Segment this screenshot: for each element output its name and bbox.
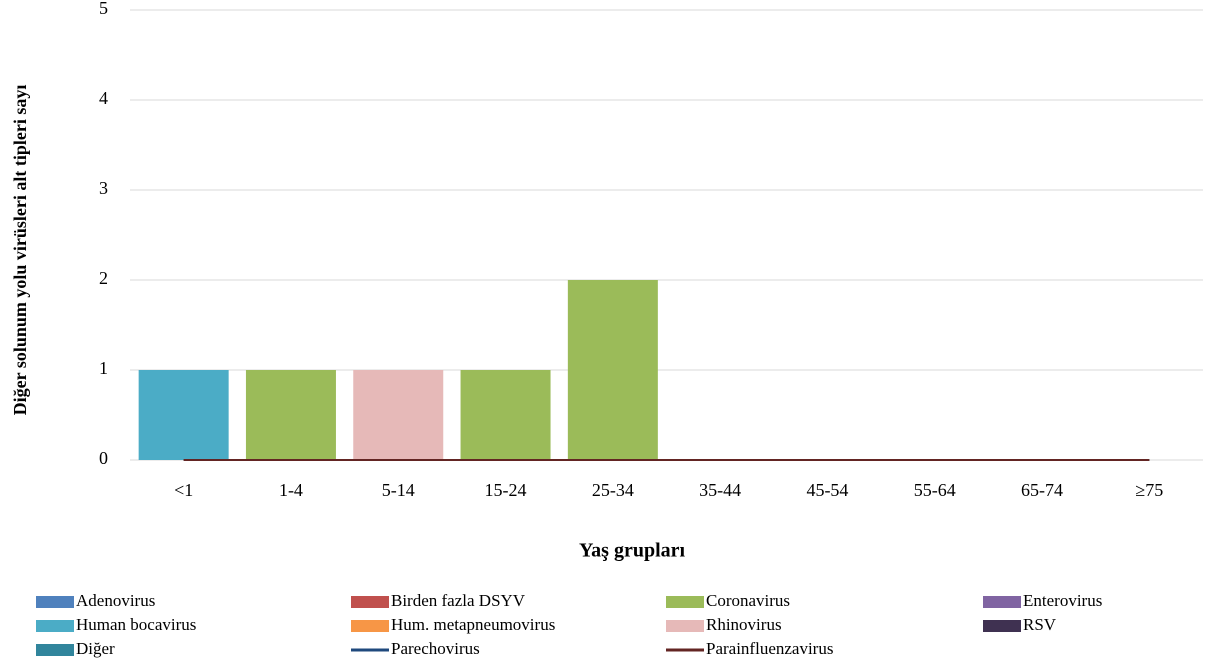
x-tick-label: 5-14 (382, 480, 415, 500)
legend-swatch (666, 620, 704, 632)
legend-swatch (36, 620, 74, 632)
legend-swatch (36, 644, 74, 656)
x-tick-label: 65-74 (1021, 480, 1063, 500)
legend-label: Parainfluenzavirus (706, 639, 833, 658)
legend-label: Enterovirus (1023, 591, 1102, 610)
x-tick-label: 1-4 (279, 480, 303, 500)
legend-label: Parechovirus (391, 639, 480, 658)
legend-label: Coronavirus (706, 591, 790, 610)
legend-label: Diğer (76, 639, 115, 658)
bar-segment (138, 370, 229, 460)
legend-swatch (983, 596, 1021, 608)
legend-swatch (351, 620, 389, 632)
y-tick-label: 5 (99, 0, 108, 18)
legend-label: Birden fazla DSYV (391, 591, 526, 610)
x-axis-title: Yaş grupları (579, 540, 686, 562)
legend-swatch (983, 620, 1021, 632)
bar-segment (353, 370, 444, 460)
legend-swatch (666, 596, 704, 608)
y-tick-label: 0 (99, 448, 108, 468)
legend-label: Adenovirus (76, 591, 155, 610)
bar-segment (460, 370, 551, 460)
legend-swatch (351, 596, 389, 608)
x-tick-label: 55-64 (914, 480, 956, 500)
legend-swatch (36, 596, 74, 608)
x-tick-label: 45-54 (806, 480, 848, 500)
x-tick-label: <1 (174, 480, 193, 500)
legend-label: RSV (1023, 615, 1057, 634)
y-tick-label: 4 (99, 88, 108, 108)
x-tick-label: 35-44 (699, 480, 741, 500)
y-tick-label: 3 (99, 178, 108, 198)
bar-segment (245, 370, 336, 460)
y-tick-label: 2 (99, 268, 108, 288)
legend-label: Human bocavirus (76, 615, 196, 634)
x-tick-label: 25-34 (592, 480, 634, 500)
bar-segment (567, 280, 658, 460)
x-tick-label: ≥75 (1135, 480, 1163, 500)
legend-label: Hum. metapneumovirus (391, 615, 555, 634)
y-tick-label: 1 (99, 358, 108, 378)
legend-label: Rhinovirus (706, 615, 782, 634)
y-axis-title: Diğer solunum yolu virüsleri alt tipleri… (10, 85, 30, 416)
x-tick-label: 15-24 (485, 480, 527, 500)
